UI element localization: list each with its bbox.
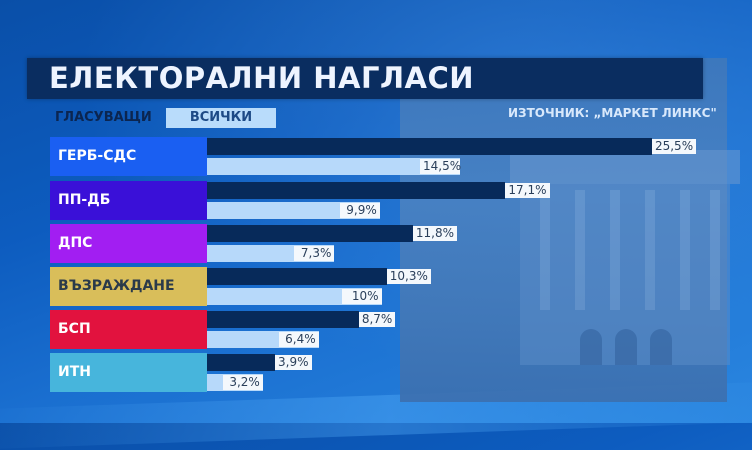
- voters-value-label: 10,3%: [386, 269, 431, 284]
- voters-bar: [207, 225, 413, 242]
- party-name: ДПС: [58, 235, 93, 251]
- voters-value-label: 8,7%: [358, 312, 396, 327]
- party-label-box: ПП-ДБ: [50, 181, 207, 220]
- voters-bar: [207, 268, 387, 285]
- all-bar: [207, 202, 380, 219]
- voters-bar: [207, 138, 652, 155]
- voters-value-label: 11,8%: [412, 226, 458, 241]
- source-note: ИЗТОЧНИК: „МАРКЕТ ЛИНКС": [508, 106, 717, 120]
- all-value-label: 14,5%: [420, 159, 461, 174]
- legend-all-pill: ВСИЧКИ: [166, 108, 276, 128]
- party-label-box: ДПС: [50, 224, 207, 263]
- party-name: ГЕРБ-СДС: [58, 148, 137, 164]
- chart-row: ГЕРБ-СДС 25,5% 14,5%: [50, 137, 710, 176]
- voters-bar: [207, 182, 506, 199]
- all-value-label: 3,2%: [222, 375, 263, 390]
- all-bar: [207, 158, 461, 175]
- voters-value-label: 25,5%: [651, 139, 697, 154]
- voters-value-label: 3,9%: [275, 355, 312, 370]
- party-label-box: ГЕРБ-СДС: [50, 137, 207, 176]
- party-label-box: ИТН: [50, 353, 207, 392]
- party-label-box: БСП: [50, 310, 207, 349]
- all-value-label: 9,9%: [339, 203, 380, 218]
- voters-bar: [207, 311, 359, 328]
- chart-row: БСП 8,7% 6,4%: [50, 310, 710, 349]
- chart-row: ИТН 3,9% 3,2%: [50, 353, 710, 392]
- title-bar: ЕЛЕКТОРАЛНИ НАГЛАСИ: [27, 58, 703, 99]
- party-label-box: ВЪЗРАЖДАНЕ: [50, 267, 207, 306]
- all-bar: [207, 288, 382, 305]
- chart-row: ПП-ДБ 17,1% 9,9%: [50, 181, 710, 220]
- chart-title: ЕЛЕКТОРАЛНИ НАГЛАСИ: [49, 61, 475, 95]
- legend-voters-label: ГЛАСУВАЩИ: [55, 110, 152, 125]
- chart-row: ДПС 11,8% 7,3%: [50, 224, 710, 263]
- all-value-label: 6,4%: [278, 332, 319, 347]
- chart-row: ВЪЗРАЖДАНЕ 10,3% 10%: [50, 267, 710, 306]
- party-name: БСП: [58, 321, 91, 337]
- party-name: ПП-ДБ: [58, 192, 111, 208]
- voters-value-label: 17,1%: [505, 183, 550, 198]
- voters-bar: [207, 354, 276, 371]
- party-name: ВЪЗРАЖДАНЕ: [58, 278, 175, 294]
- all-value-label: 10%: [341, 289, 382, 304]
- party-name: ИТН: [58, 364, 91, 380]
- all-value-label: 7,3%: [294, 246, 335, 261]
- building-illustration: [510, 150, 740, 365]
